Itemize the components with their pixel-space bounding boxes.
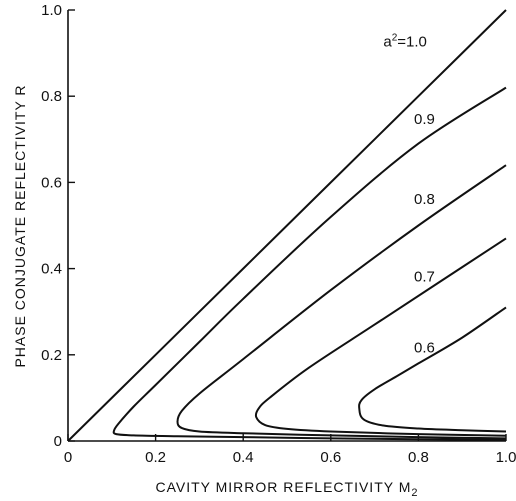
x-tick-label: 0.8 [408, 449, 429, 466]
y-tick-label: 0.6 [41, 174, 62, 191]
x-axis-title-subscript: 2 [411, 487, 418, 499]
curve-label-2: 0.8 [414, 191, 435, 208]
y-tick-label: 0.2 [41, 347, 62, 364]
x-tick-label: 0.4 [233, 449, 254, 466]
y-tick-label: 1.0 [41, 2, 62, 19]
curve-series-2 [176, 164, 507, 440]
curve-label-3: 0.7 [414, 269, 435, 286]
curve-series-4 [358, 306, 507, 433]
y-axis-title: PHASE CONJUGATE REFLECTIVITY R [12, 84, 28, 367]
x-tick-label: 1.0 [496, 449, 516, 466]
curve-label-1: 0.9 [414, 111, 435, 128]
curve-series-0 [67, 9, 507, 442]
x-tick-label: 0.6 [320, 449, 341, 466]
curve-labels: a2=1.0 0.9 0.8 0.7 0.6 [383, 33, 435, 357]
curve-label-0: a2=1.0 [383, 33, 427, 51]
x-tick-label: 0.2 [145, 449, 166, 466]
curve-label-4: 0.6 [414, 340, 435, 357]
x-tick-label: 0 [64, 449, 72, 466]
y-tick-label: 0.8 [41, 88, 62, 105]
y-tick-label: 0 [54, 433, 62, 450]
ticks: 0 0.2 0.4 0.6 0.8 1.0 0 0.2 0.4 0.6 0.8 1.0 [41, 2, 516, 466]
y-tick-label: 0.4 [41, 261, 62, 278]
curve-series-3 [254, 237, 507, 437]
x-axis-title: CAVITY MIRROR REFLECTIVITY M2 [155, 479, 418, 499]
curve-series-1 [112, 86, 507, 441]
axes [67, 10, 506, 442]
curves [67, 9, 507, 442]
